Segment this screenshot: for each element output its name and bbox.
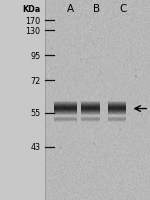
Text: 130: 130 — [26, 27, 40, 35]
Text: KDa: KDa — [22, 5, 40, 14]
Text: A: A — [67, 4, 74, 14]
Text: 43: 43 — [30, 143, 40, 151]
Text: 72: 72 — [30, 77, 40, 85]
Bar — [45, 0, 150, 200]
Bar — [0, 0, 45, 200]
Text: 170: 170 — [25, 17, 40, 25]
Text: B: B — [93, 4, 100, 14]
Text: C: C — [119, 4, 127, 14]
Text: 95: 95 — [30, 52, 40, 60]
Text: 55: 55 — [30, 109, 40, 117]
